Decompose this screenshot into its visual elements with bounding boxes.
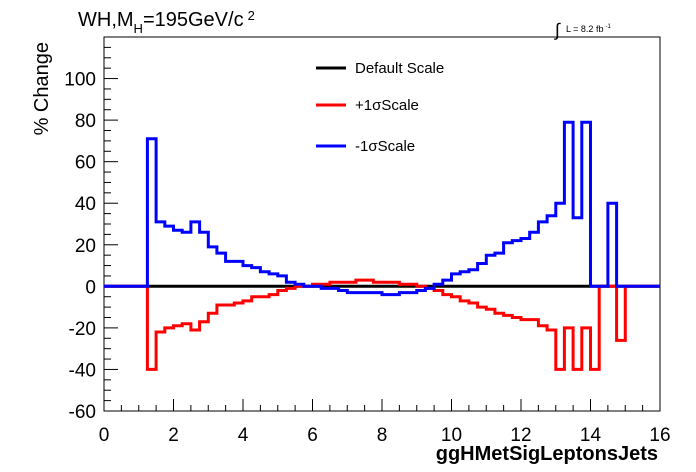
y-tick-label: 60 <box>75 153 96 174</box>
y-tick-label: -20 <box>69 319 96 340</box>
x-axis-title: ggHMetSigLeptonsJets <box>436 443 658 465</box>
lumi-text: L = 8.2 fb <box>566 24 603 34</box>
y-tick-label: 100 <box>64 70 96 91</box>
lumi-superscript: -1 <box>605 24 611 30</box>
x-tick-label: 0 <box>99 425 110 446</box>
y-tick-label: 80 <box>75 111 96 132</box>
legend: Default Scale +1σScale -1σScale <box>316 60 444 155</box>
legend-label: +1σScale <box>355 97 419 114</box>
x-tick-label: 16 <box>649 425 670 446</box>
y-axis: -60 -40 -20 0 20 40 60 80 100 <box>64 46 118 423</box>
y-tick-label: 40 <box>75 194 96 215</box>
title-rest: =195GeV/c <box>143 9 244 31</box>
x-tick-label: 2 <box>168 425 179 446</box>
legend-label: Default Scale <box>355 60 444 77</box>
lumi-label: L = 8.2 fb -1 <box>566 24 611 34</box>
series-group <box>104 120 660 371</box>
y-tick-label: 0 <box>85 277 96 298</box>
title-subscript: H <box>134 21 143 36</box>
title-main: WH,M <box>78 9 134 31</box>
chart-title: WH,MH=195GeV/c 2 <box>78 8 255 36</box>
x-tick-label: 4 <box>238 425 249 446</box>
title-superscript: 2 <box>248 8 255 23</box>
series-minus1sigma-line <box>104 120 660 297</box>
y-tick-label: -40 <box>69 360 96 381</box>
y-tick-label: 20 <box>75 236 96 257</box>
x-tick-label: 6 <box>307 425 318 446</box>
y-axis-title: % Change <box>31 42 53 135</box>
lumi-integral-sign: ∫ <box>553 20 561 40</box>
series-plus1sigma-line <box>104 278 660 371</box>
y-tick-label: -60 <box>69 402 96 423</box>
x-axis: 0 2 4 6 8 10 12 14 16 <box>99 399 671 446</box>
x-tick-label: 8 <box>377 425 388 446</box>
legend-label: -1σScale <box>355 138 415 155</box>
x-tick-label: 10 <box>441 425 462 446</box>
x-tick-label: 14 <box>580 425 602 446</box>
x-tick-label: 12 <box>510 425 531 446</box>
